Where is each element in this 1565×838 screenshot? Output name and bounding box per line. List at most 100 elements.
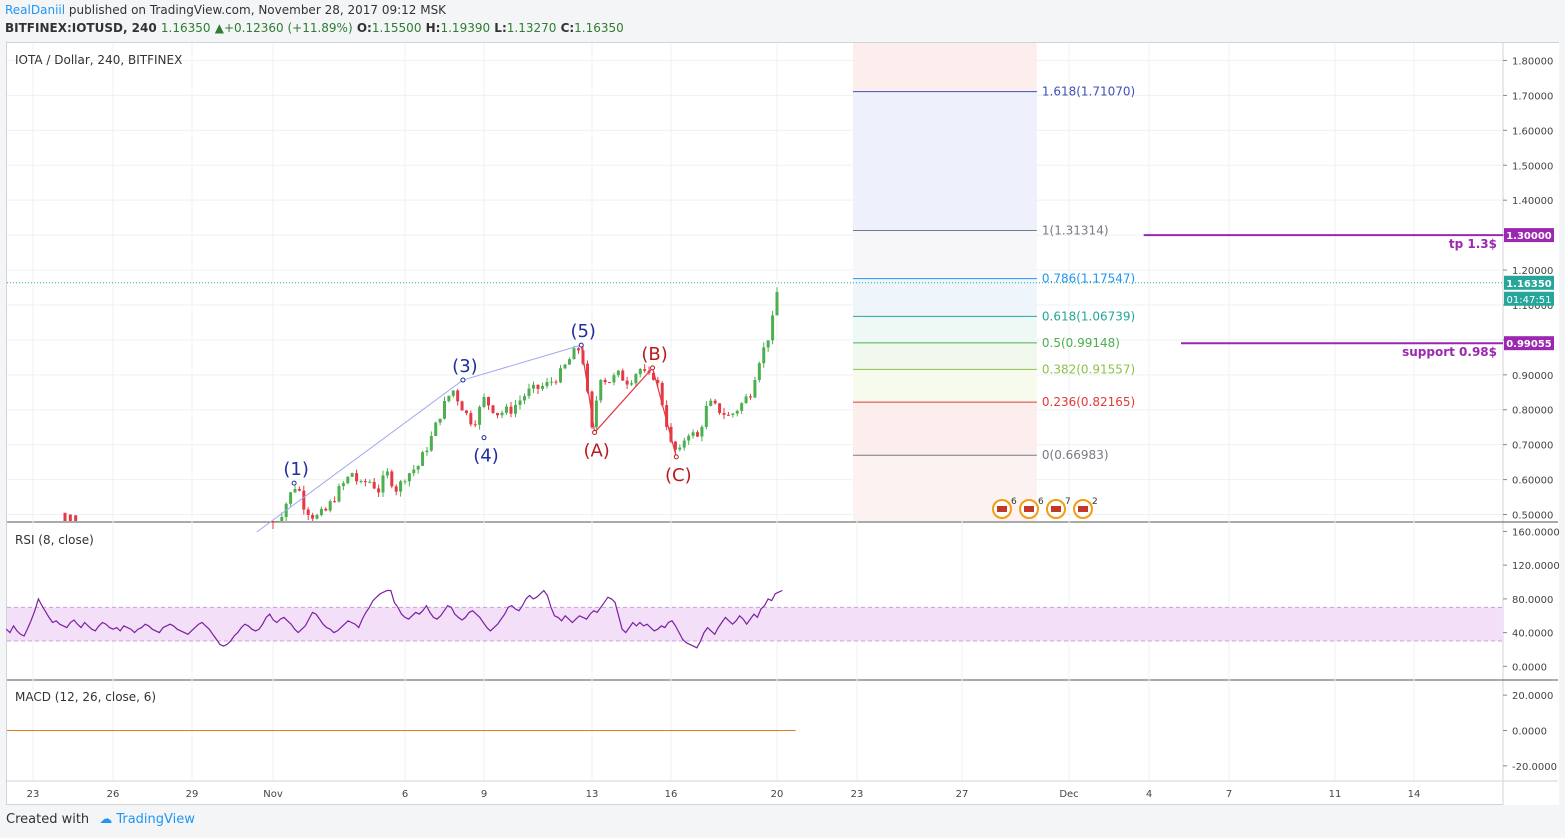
candle-body	[541, 386, 544, 389]
candle-body	[651, 372, 655, 380]
candle-body	[68, 514, 72, 521]
publish-info: published on TradingView.com, November 2…	[68, 3, 447, 17]
high-label: H:	[425, 21, 441, 35]
fib-label: 0.5(0.99148)	[1042, 336, 1120, 350]
author-link[interactable]: RealDaniil	[5, 3, 66, 17]
elliott-label: (C)	[665, 465, 692, 486]
candle-body	[572, 348, 576, 360]
fib-label: 0.786(1.17547)	[1042, 272, 1135, 286]
candle-body	[399, 481, 403, 492]
elliott-label: (5)	[570, 321, 596, 342]
candle-body	[554, 381, 558, 383]
rsi-y-tick: 160.0000	[1512, 527, 1560, 538]
publish-line: RealDaniil published on TradingView.com,…	[5, 3, 446, 17]
rsi-pane-title: RSI (8, close)	[15, 533, 94, 547]
price-change: +0.12360 (+11.89%)	[223, 21, 353, 35]
candle-body	[381, 475, 385, 493]
candle-body	[447, 395, 451, 402]
open-value: 1.15500	[371, 21, 422, 35]
candle-body	[775, 292, 779, 316]
candle-body	[753, 380, 757, 398]
main-pane-title: IOTA / Dollar, 240, BITFINEX	[15, 53, 183, 67]
candle-body	[451, 390, 455, 396]
candle-body	[385, 471, 389, 476]
candle-body	[634, 374, 638, 384]
candle-body	[403, 481, 407, 483]
candle-body	[625, 380, 629, 385]
candle-body	[643, 369, 647, 371]
open-label: O:	[356, 21, 372, 35]
candle-body	[599, 379, 603, 401]
candle-body	[271, 521, 275, 522]
candle-body	[275, 521, 279, 522]
candle-body	[407, 473, 411, 482]
candle-body	[500, 412, 504, 416]
rsi-y-tick: 120.0000	[1512, 561, 1560, 572]
candle-body	[363, 481, 367, 483]
wave-point	[673, 454, 679, 460]
candle-body	[464, 410, 468, 414]
x-tick-label: 11	[1329, 789, 1342, 800]
event-count: 7	[1065, 497, 1071, 507]
candle-body	[563, 364, 567, 369]
candle-body	[473, 424, 477, 426]
y-tick-label: 1.60000	[1512, 126, 1553, 137]
x-tick-label: 6	[402, 789, 408, 800]
y-tick-label: 0.60000	[1512, 476, 1553, 487]
candle-body	[536, 384, 540, 389]
candle-body	[762, 347, 766, 364]
candle-body	[603, 379, 607, 383]
candle-body	[735, 410, 739, 414]
candle-body	[718, 403, 722, 414]
wave-point	[650, 365, 656, 371]
candle-body	[621, 370, 625, 381]
candle-body	[302, 490, 306, 510]
y-tick-label: 1.20000	[1512, 266, 1553, 277]
candle-body	[346, 476, 350, 484]
candle-body	[608, 382, 612, 384]
macd-y-tick: 0.0000	[1512, 727, 1547, 738]
candle-body	[487, 396, 490, 406]
tradingview-brand[interactable]: TradingView	[116, 812, 195, 827]
candle-body	[456, 390, 460, 402]
price-tag: 0.99055	[1506, 339, 1552, 350]
last-price: 1.16350	[160, 21, 211, 35]
x-tick-label: 29	[186, 789, 199, 800]
elliott-label: (4)	[473, 446, 499, 467]
candle-body	[704, 405, 708, 427]
candle-body	[315, 515, 319, 519]
close-value: 1.16350	[574, 21, 624, 35]
chart-frame[interactable]	[6, 42, 1559, 805]
candle-body	[545, 381, 549, 387]
y-tick-label: 1.10000	[1512, 301, 1553, 312]
y-tick-label: 0.80000	[1512, 406, 1553, 417]
x-tick-label: 23	[27, 789, 40, 800]
candle-body	[691, 432, 695, 436]
countdown-tag: 01:47:51	[1507, 295, 1552, 306]
candle-body	[660, 382, 664, 406]
candle-body	[306, 509, 310, 516]
fib-label: 0(0.66983)	[1042, 448, 1109, 462]
price-tag-bg	[1504, 228, 1554, 243]
fib-label: 0.382(0.91557)	[1042, 362, 1135, 376]
tradingview-logo-icon[interactable]: ☁	[99, 812, 113, 827]
abc-wave-line	[580, 345, 596, 433]
x-tick-label: 20	[771, 789, 784, 800]
candle-body	[709, 400, 713, 406]
x-tick-label: 16	[665, 789, 678, 800]
candle-body	[372, 481, 376, 489]
candle-body	[713, 400, 717, 404]
candle-body	[333, 501, 337, 503]
wave-point	[460, 377, 466, 383]
y-tick-label: 1.70000	[1512, 91, 1553, 102]
fib-label: 0.236(0.82165)	[1042, 395, 1135, 409]
x-tick-label: 13	[586, 789, 599, 800]
abc-wave-line	[651, 367, 677, 458]
x-tick-label: 23	[851, 789, 864, 800]
candle-body	[390, 471, 394, 487]
candle-body	[505, 406, 508, 413]
candle-body	[394, 486, 398, 492]
candle-body	[293, 488, 297, 493]
x-tick-label: 7	[1226, 789, 1232, 800]
